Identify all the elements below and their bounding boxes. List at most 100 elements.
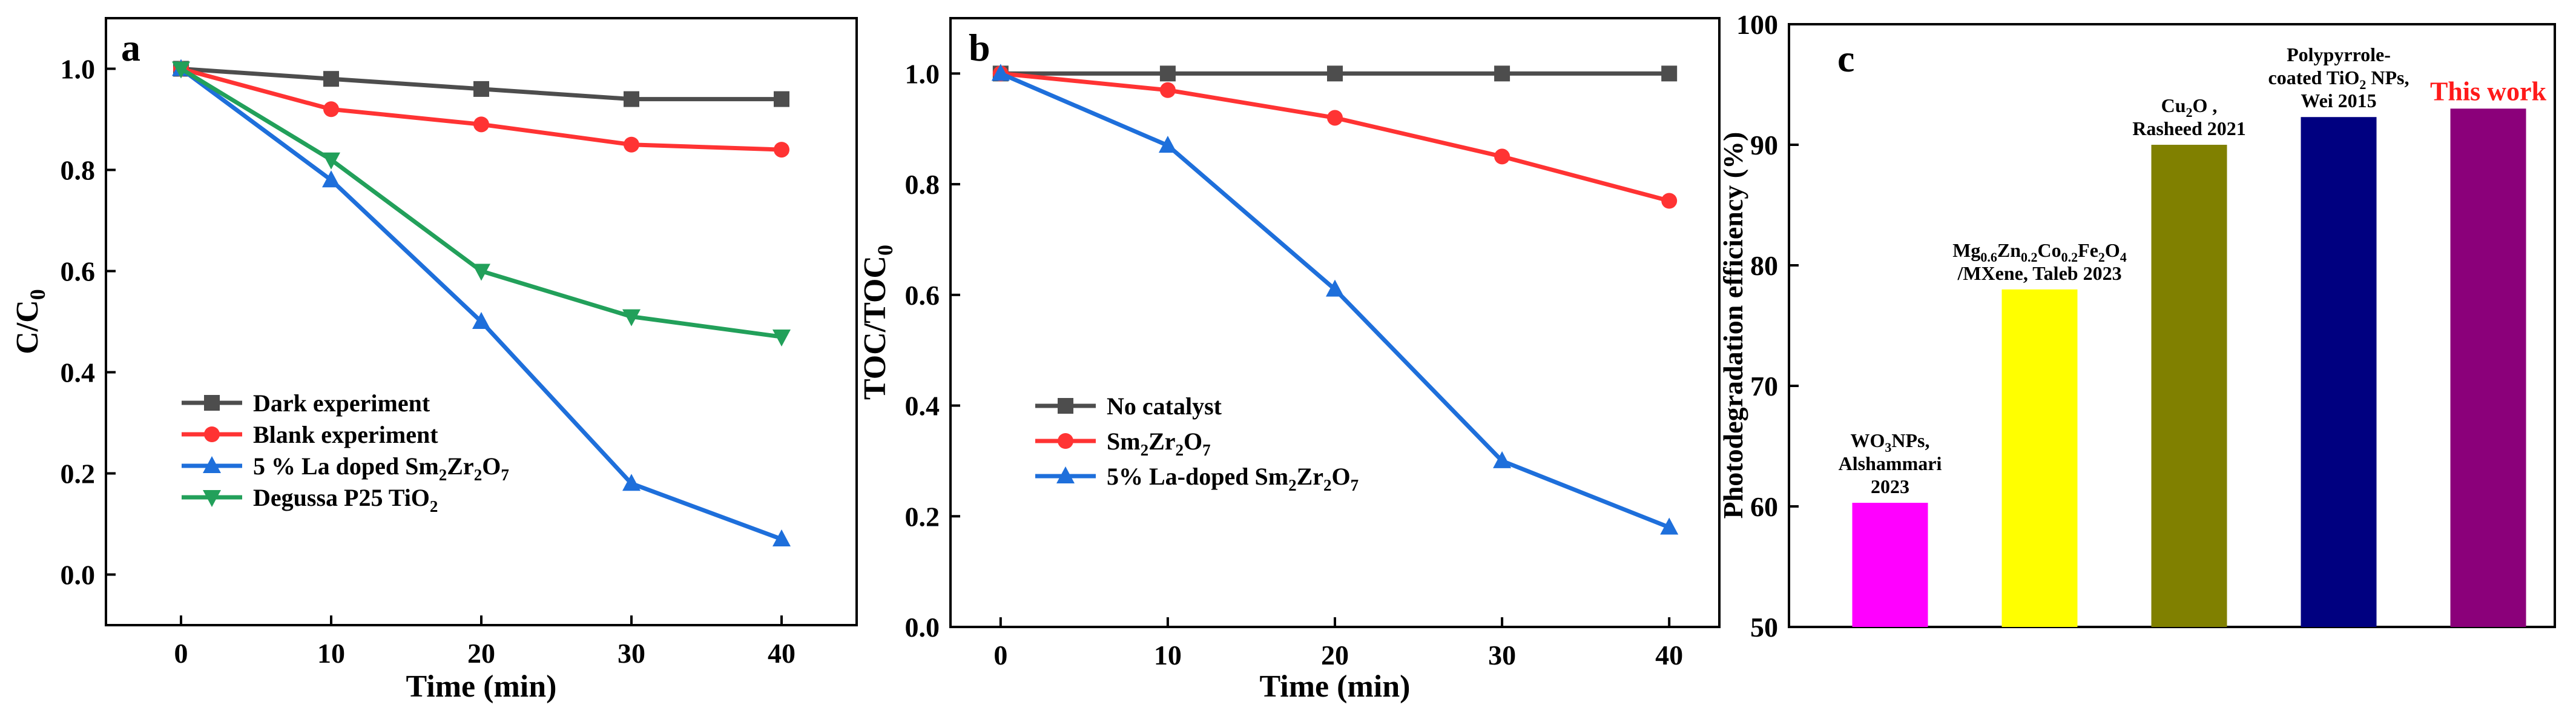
panel-a-legend-label: Degussa P25 TiO2	[253, 484, 438, 515]
panel-c-bar-label: Alshammari	[1839, 452, 1942, 474]
panel-b-data-point	[1159, 65, 1176, 82]
panel-b-x-tick-label: 30	[1488, 640, 1516, 671]
panel-a-label: a	[121, 26, 140, 69]
panel-a-data-point	[772, 529, 791, 547]
panel-b-legend-label: 5% La-doped Sm2Zr2O7	[1107, 463, 1359, 494]
panel-c-bar-label: /MXene, Taleb 2023	[1957, 262, 2121, 284]
panel-a-data-point	[323, 71, 339, 87]
panel-b-data-point	[1326, 279, 1344, 297]
panel-a-data-point	[473, 116, 489, 133]
panel-a-x-tick-label: 30	[618, 638, 645, 669]
panel-b-legend: No catalyst Sm2Zr2O7 5% La-doped Sm2Zr2O7	[1035, 393, 1359, 494]
panel-b-legend-label: Sm2Zr2O7	[1107, 428, 1211, 459]
panel-c-y-tick-label: 70	[1750, 371, 1778, 402]
panel-a-data-point	[774, 91, 789, 107]
panel-c-bar	[1852, 503, 1928, 627]
panel-a-y-tick-label: 0.6	[61, 256, 96, 287]
panel-b-series-line	[1000, 71, 1670, 203]
panel-c-ticks: 50 60 70 80 90 100	[1736, 9, 1799, 643]
panel-c-bar	[2450, 108, 2526, 628]
panel-c-y-tick-label: 60	[1750, 491, 1778, 522]
panel-b-data-point	[1327, 110, 1343, 126]
panel-a-x-tick-label: 40	[768, 638, 796, 669]
panel-b-data-point	[1494, 148, 1510, 165]
panel-a-legend-marker	[204, 395, 220, 411]
panel-c-y-tick-label: 50	[1750, 612, 1778, 643]
panel-b-legend-marker	[1056, 466, 1075, 483]
panel-b: 0 10 20 30 40 0.0 0.2 0.4 0.6 0.8 1.0 b Time (min)…	[858, 17, 1721, 704]
panel-a-xlabel: Time (min)	[406, 669, 557, 704]
panel-b-y-tick-label: 1.0	[905, 58, 940, 89]
panel-a-y-tick-label: 0.8	[61, 155, 96, 186]
panel-a-marks	[172, 59, 791, 547]
panel-a-x-tick-label: 10	[317, 638, 345, 669]
panel-c-bar-label: This work	[2430, 76, 2546, 106]
panel-c-bar	[2301, 117, 2377, 628]
panel-a-legend-marker	[203, 456, 221, 473]
panel-a-data-point	[473, 81, 489, 97]
panel-c-label: c	[1837, 37, 1854, 80]
panel-a-x-tick-label: 20	[467, 638, 495, 669]
panel-c-bar-label: Cu2O ,	[2161, 94, 2218, 120]
panel-a-data-point	[622, 474, 641, 491]
panel-b-data-point	[1661, 65, 1678, 82]
panel-a-ylabel: C/C0	[10, 289, 50, 354]
panel-c-bar-label: 2023	[1871, 476, 1909, 497]
panel-a-data-point	[624, 91, 639, 107]
panel-b-x-tick-label: 40	[1655, 640, 1683, 671]
panel-a-legend: Dark experiment Blank experiment 5 % La do…	[182, 389, 509, 515]
panel-b-legend-label: No catalyst	[1107, 393, 1222, 420]
panel-b-marks	[991, 64, 1679, 535]
panel-b-data-point	[1159, 82, 1176, 98]
panel-c-bar-label: Rasheed 2021	[2132, 118, 2246, 139]
panel-a-data-point	[622, 309, 641, 327]
panel-a-data-point	[472, 312, 490, 329]
panel-c-y-tick-label: 80	[1750, 250, 1778, 281]
panel-c-bar-label: coated TiO2 NPs,	[2268, 67, 2410, 92]
panel-a-y-tick-label: 0.2	[61, 459, 96, 489]
panel-b-series-line	[1000, 71, 1670, 529]
panel-a-legend-marker	[203, 490, 221, 507]
panel-b-data-point	[991, 64, 1010, 81]
panel-c-y-tick-label: 100	[1736, 9, 1778, 40]
panel-b-plot-frame	[949, 17, 1721, 628]
panel-a-data-point	[772, 330, 791, 347]
panel-a-legend-marker	[204, 426, 220, 442]
panel-b-x-tick-label: 0	[993, 640, 1007, 671]
panel-b-ylabel: TOC/TOC0	[858, 245, 897, 400]
panel-b-legend-marker	[1058, 398, 1073, 414]
panel-b-ticks: 0 10 20 30 40 0.0 0.2 0.4 0.6 0.8 1.0	[905, 58, 1684, 671]
panel-b-x-tick-label: 20	[1321, 640, 1349, 671]
panel-b-y-tick-label: 0.8	[905, 169, 940, 200]
panel-a-series-line	[180, 67, 782, 339]
panel-b-legend-marker	[1058, 433, 1073, 449]
panel-a-ticks: 0 10 20 30 40 0.0 0.2 0.4 0.6 0.8 1.0	[61, 54, 796, 669]
panel-a-data-point	[322, 170, 340, 188]
panel-a-data-point	[774, 142, 789, 158]
panel-c-bar	[2001, 289, 2078, 627]
panel-a-data-point	[172, 61, 190, 79]
panel-b-y-tick-label: 0.4	[905, 391, 940, 422]
panel-a: 0 10 20 30 40 0.0 0.2 0.4 0.6 0.8 1.0 a Time (min)…	[10, 17, 858, 704]
panel-c-bar-label: Polypyrrole-	[2287, 44, 2391, 65]
panel-c-ylabel: Photodegradation efficiency (%)	[1718, 132, 1748, 519]
panel-a-data-point	[323, 101, 339, 118]
panel-b-x-tick-label: 10	[1154, 640, 1182, 671]
panel-b-data-point	[1494, 65, 1510, 82]
panel-b-label: b	[969, 26, 990, 69]
panel-a-data-point	[624, 136, 639, 153]
panel-a-legend-label: 5 % La doped Sm2Zr2O7	[253, 452, 509, 484]
panel-c-bar-label: WO3NPs,	[1851, 429, 1930, 455]
panel-c-y-tick-label: 90	[1750, 130, 1778, 161]
panel-b-data-point	[1327, 65, 1343, 82]
panel-a-data-point	[472, 264, 490, 281]
panel-b-data-point	[1661, 193, 1678, 209]
panel-a-legend-label: Blank experiment	[253, 421, 438, 448]
panel-a-y-tick-label: 0.0	[61, 560, 96, 591]
panel-a-legend-label: Dark experiment	[253, 389, 430, 417]
panel-b-y-tick-label: 0.0	[905, 612, 940, 643]
panel-c-bar-label: Mg0.6Zn0.2Co0.2Fe2O4	[1952, 239, 2127, 265]
